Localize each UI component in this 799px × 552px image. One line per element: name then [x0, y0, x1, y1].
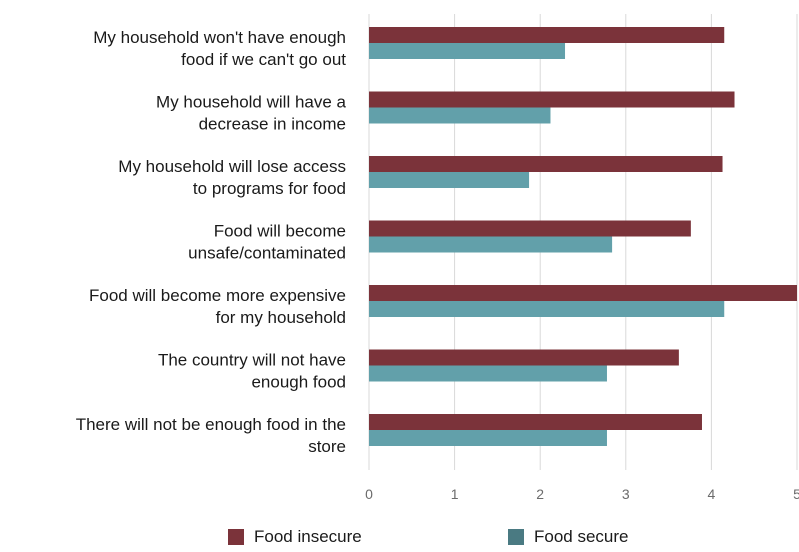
category-label-1-line-1: decrease in income — [199, 115, 346, 134]
legend-label-food-insecure: Food insecure — [254, 527, 362, 546]
bar-food-secure-6 — [369, 430, 607, 446]
legend-label-food-secure: Food secure — [534, 527, 629, 546]
x-tick-label-2: 2 — [536, 486, 544, 502]
bar-food-insecure-0 — [369, 27, 725, 43]
bar-food-insecure-1 — [369, 91, 735, 108]
bar-food-insecure-3 — [369, 220, 691, 237]
category-label-2-line-0: My household will lose access — [118, 157, 346, 176]
legend: Food insecure Food secure — [0, 527, 799, 552]
bar-food-secure-4 — [369, 301, 725, 317]
bar-food-insecure-6 — [369, 414, 702, 430]
x-tick-label-1: 1 — [451, 486, 459, 502]
category-label-0-line-0: My household won't have enough — [93, 28, 346, 47]
legend-swatch-food-insecure — [228, 529, 244, 545]
category-label-2-line-1: to programs for food — [193, 179, 346, 198]
bar-food-insecure-5 — [369, 349, 679, 366]
x-tick-label-5: 5 — [793, 486, 799, 502]
category-label-4-line-0: Food will become more expensive — [89, 286, 346, 305]
x-tick-label-4: 4 — [708, 486, 716, 502]
bar-food-secure-0 — [369, 43, 566, 59]
bar-food-secure-3 — [369, 236, 613, 253]
bar-food-insecure-4 — [369, 285, 797, 301]
category-label-5-line-1: enough food — [251, 373, 346, 392]
legend-swatch-food-secure — [508, 529, 524, 545]
bar-food-secure-2 — [369, 172, 530, 188]
category-label-3-line-1: unsafe/contaminated — [188, 244, 346, 263]
x-tick-label-3: 3 — [622, 486, 630, 502]
bar-food-secure-1 — [369, 107, 551, 124]
category-label-6-line-1: store — [308, 437, 346, 456]
category-label-0-line-1: food if we can't go out — [181, 50, 346, 69]
category-label-6-line-0: There will not be enough food in the — [76, 415, 346, 434]
legend-item-food-insecure: Food insecure — [228, 527, 362, 547]
category-label-5-line-0: The country will not have — [158, 351, 346, 370]
category-label-3-line-0: Food will become — [214, 222, 346, 241]
bar-food-insecure-2 — [369, 156, 723, 172]
legend-item-food-secure: Food secure — [508, 527, 629, 547]
bar-food-secure-5 — [369, 365, 607, 382]
x-tick-label-0: 0 — [365, 486, 373, 502]
category-label-4-line-1: for my household — [216, 308, 346, 327]
category-label-1-line-0: My household will have a — [156, 93, 346, 112]
